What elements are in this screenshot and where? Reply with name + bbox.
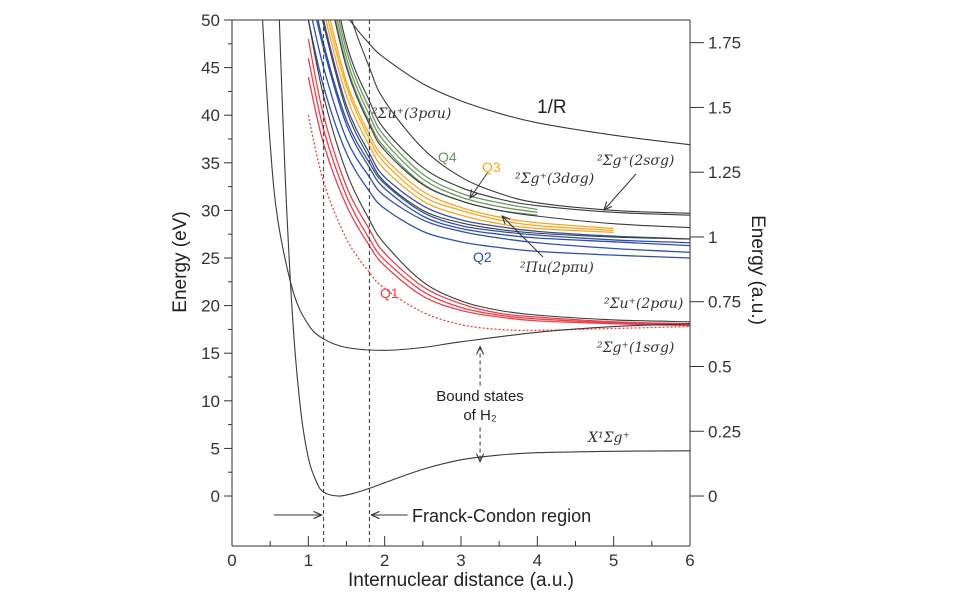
curve-labels: 1/R ²Σu⁺(3pσu) ²Σg⁺(3dσg) ²Σg⁺(2sσg) ²Πu… xyxy=(170,97,768,591)
x-tick-label: 1 xyxy=(304,551,313,570)
curve-black xyxy=(349,20,690,146)
curve-q1 xyxy=(307,38,690,325)
2s-sigma-g-pointer-arrow xyxy=(604,173,637,210)
y-left-tick-label: 40 xyxy=(201,106,220,125)
curve-q1 xyxy=(307,76,690,327)
y-right-tick-label: 1.25 xyxy=(708,163,741,182)
y-left-tick-label: 0 xyxy=(211,487,220,506)
x-tick-label: 0 xyxy=(227,551,236,570)
q3-pointer-arrow xyxy=(470,171,489,198)
label-3p-sigma-u: ²Σu⁺(3pσu) xyxy=(372,106,451,122)
y-left-tick-label: 50 xyxy=(201,11,220,30)
label-bound-states: Bound states xyxy=(436,388,524,405)
label-2s-sigma-g: ²Σg⁺(2sσg) xyxy=(597,153,674,169)
label-q4: Q4 xyxy=(438,149,457,165)
label-1-over-r: 1/R xyxy=(537,97,567,118)
label-2p-pi-u: ²Πu(2pπu) xyxy=(520,260,594,276)
x-tick-label: 6 xyxy=(685,551,694,570)
label-q2: Q2 xyxy=(473,249,492,265)
y-right-tick-label: 1 xyxy=(708,228,717,247)
curve-black xyxy=(340,20,690,216)
curve-q2 xyxy=(315,20,690,247)
curves-layer xyxy=(261,20,690,497)
label-q1: Q1 xyxy=(380,285,399,301)
curve-q4 xyxy=(336,20,538,213)
y-right-tick-label: 0.75 xyxy=(708,293,741,312)
y-left-tick-label: 10 xyxy=(201,392,220,411)
curve-black xyxy=(261,20,690,351)
x-tick-label: 2 xyxy=(380,551,389,570)
label-q3: Q3 xyxy=(482,159,501,175)
x-tick-label: 5 xyxy=(609,551,618,570)
y-right-tick-label: 0.25 xyxy=(708,422,741,441)
y-right-tick-label: 1.5 xyxy=(708,98,732,117)
label-3d-sigma-g: ²Σg⁺(3dσg) xyxy=(515,171,594,187)
y-right-tick-label: 0.5 xyxy=(708,357,732,376)
label-1s-sigma-g: ²Σg⁺(1sσg) xyxy=(597,340,674,356)
y-left-tick-label: 15 xyxy=(201,344,220,363)
curve-q2 xyxy=(322,20,690,240)
y-right-tick-label: 1.75 xyxy=(708,34,741,53)
y-left-tick-label: 30 xyxy=(201,201,220,220)
curve-black xyxy=(307,20,690,323)
2p-pi-u-pointer-arrow xyxy=(502,216,544,258)
curve-q2 xyxy=(311,20,690,253)
label-2p-sigma-u: ²Σu⁺(2pσu) xyxy=(604,296,683,312)
label-franck-condon: Franck-Condon region xyxy=(412,506,591,526)
label-ground-state: X¹Σg⁺ xyxy=(587,430,630,446)
y-left-tick-label: 45 xyxy=(201,59,220,78)
x-tick-label: 4 xyxy=(533,551,542,570)
y-left-tick-label: 20 xyxy=(201,297,220,316)
curve-black xyxy=(334,20,690,229)
axes: 0 1 2 3 4 5 60510152025303540455000.250.50.751… xyxy=(201,11,741,570)
curve-q2 xyxy=(317,20,690,244)
curve-q4 xyxy=(338,20,538,211)
curve-q3 xyxy=(329,20,614,230)
y-axis-label-right: Energy (a.u.) xyxy=(747,215,768,325)
y-left-tick-label: 25 xyxy=(201,249,220,268)
curve-black xyxy=(321,20,690,240)
curve-q3 xyxy=(327,20,614,232)
curve-q2 xyxy=(307,20,690,259)
curve-black xyxy=(351,20,690,214)
x-axis-label: Internuclear distance (a.u.) xyxy=(348,570,574,591)
y-axis-label-left: Energy (eV) xyxy=(170,211,191,312)
y-left-tick-label: 35 xyxy=(201,154,220,173)
curve-black xyxy=(278,20,690,497)
label-bound-states-h2: of H₂ xyxy=(463,407,497,424)
x-tick-label: 3 xyxy=(456,551,465,570)
curve-q3 xyxy=(325,20,614,233)
y-right-tick-label: 0 xyxy=(708,487,717,506)
y-left-tick-label: 5 xyxy=(211,439,220,458)
curve-q1 xyxy=(307,57,690,326)
